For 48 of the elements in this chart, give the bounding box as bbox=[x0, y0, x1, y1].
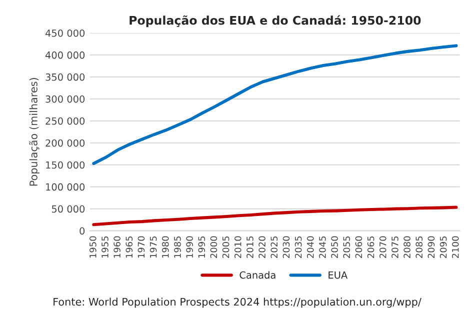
x-tick-label: 2005 bbox=[222, 236, 230, 258]
x-tick-label: 2070 bbox=[379, 236, 386, 258]
y-tick-label: 0 bbox=[80, 227, 85, 235]
x-tick-label: 2095 bbox=[440, 236, 447, 258]
x-tick-label: 2015 bbox=[246, 236, 254, 258]
x-tick-label: 2025 bbox=[270, 236, 278, 258]
y-tick-label: 450 000 bbox=[45, 29, 85, 37]
x-tick-label: 1995 bbox=[198, 236, 206, 258]
y-tick-label: 100 000 bbox=[46, 183, 85, 191]
x-tick-label: 1975 bbox=[150, 236, 157, 258]
x-tick-label: 1965 bbox=[126, 236, 133, 258]
x-tick-label: 1970 bbox=[138, 236, 145, 258]
x-tick-label: 1990 bbox=[186, 236, 193, 258]
source-note: Fonte: World Population Prospects 2024 https://population.un.org/wpp/ bbox=[54, 298, 422, 308]
legend-label: Canada bbox=[240, 271, 276, 279]
x-tick-label: 2085 bbox=[416, 236, 423, 258]
x-tick-label: 2020 bbox=[258, 236, 266, 258]
y-tick-label: 200 000 bbox=[46, 139, 85, 147]
x-tick-label: 2010 bbox=[234, 236, 242, 258]
x-tick-label: 2065 bbox=[367, 236, 374, 258]
x-tick-label: 2075 bbox=[392, 236, 398, 258]
y-tick-label: 50 000 bbox=[52, 205, 85, 213]
y-tick-label: 300 000 bbox=[46, 95, 85, 103]
line-series bbox=[92, 206, 458, 226]
y-tick-label: 250 000 bbox=[46, 117, 85, 125]
x-tick-label: 1985 bbox=[174, 236, 181, 258]
x-tick-label: 2055 bbox=[343, 236, 350, 258]
x-tick-label: 1980 bbox=[162, 236, 169, 258]
x-tick-label: 2030 bbox=[282, 236, 290, 258]
x-tick-label: 1950 bbox=[89, 236, 96, 258]
x-tick-label: 2100 bbox=[452, 236, 459, 258]
y-axis-title: População (milhares) bbox=[29, 78, 40, 186]
x-tick-label: 2045 bbox=[319, 236, 326, 258]
line-series bbox=[92, 44, 458, 166]
x-tick-label: 1960 bbox=[114, 236, 120, 258]
x-tick-label: 2000 bbox=[210, 236, 218, 258]
y-tick-label: 400 000 bbox=[45, 51, 85, 59]
x-tick-label: 1955 bbox=[102, 236, 108, 258]
x-tick-label: 2050 bbox=[331, 236, 338, 258]
y-tick-label: 350 000 bbox=[46, 73, 85, 81]
x-tick-label: 2090 bbox=[428, 236, 435, 258]
x-tick-label: 2080 bbox=[404, 236, 410, 258]
y-tick-label: 150 000 bbox=[46, 161, 85, 169]
x-tick-label: 2040 bbox=[306, 236, 314, 258]
x-tick-label: 2060 bbox=[355, 236, 362, 258]
chart-title: População dos EUA e do Canadá: 1950-2100 bbox=[130, 15, 421, 28]
x-tick-label: 2035 bbox=[294, 236, 302, 258]
legend-label: EUA bbox=[328, 271, 348, 279]
